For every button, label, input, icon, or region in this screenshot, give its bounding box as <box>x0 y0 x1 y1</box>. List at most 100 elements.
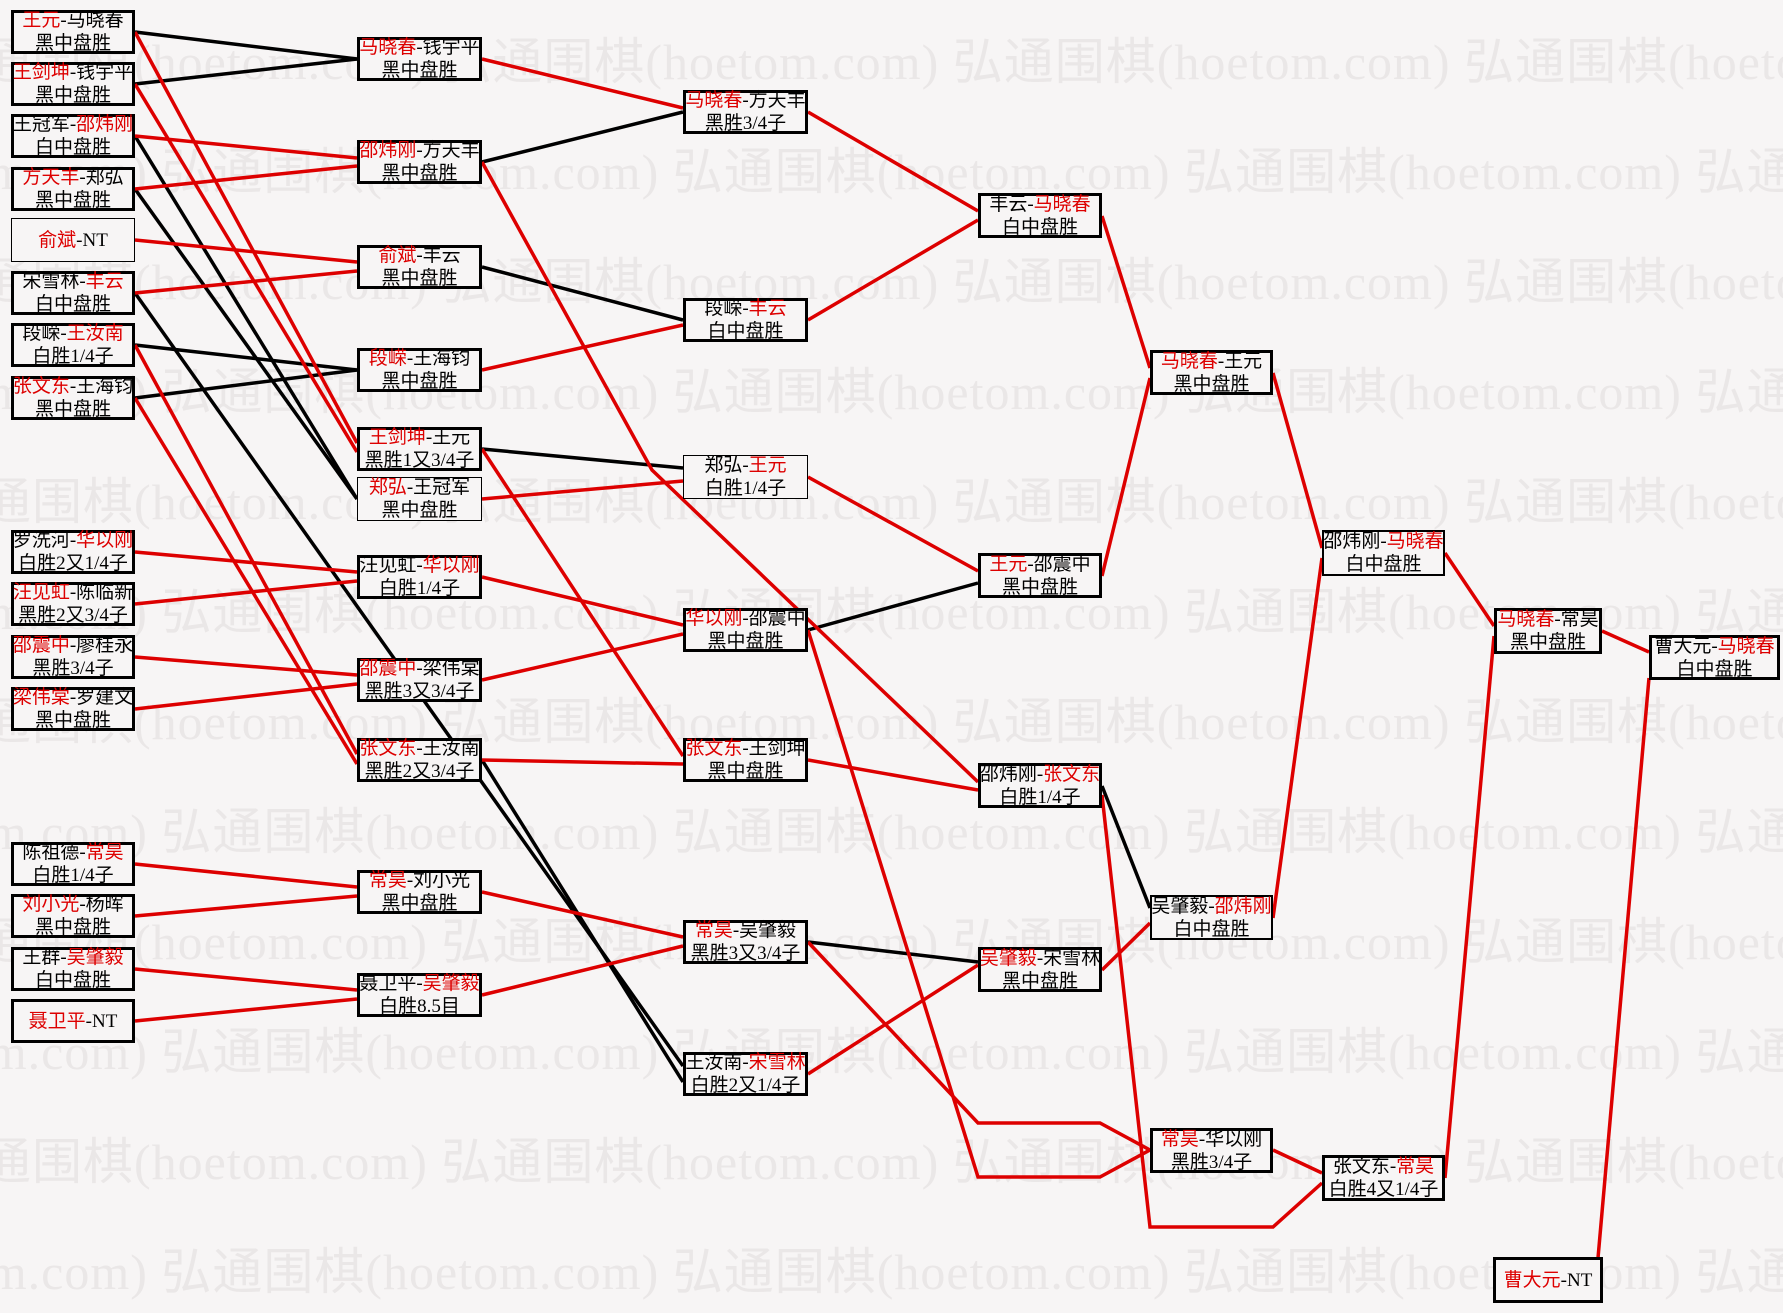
player-name: 汪见虹 <box>359 555 417 576</box>
winner-path-line <box>806 940 1151 1152</box>
winner-path-line <box>134 269 358 295</box>
watermark-text: 弘通围棋(hoetom.com) 弘通围棋(hoetom.com) 弘通围棋(h… <box>0 34 1783 90</box>
player-name: 宋雪林 <box>22 271 80 292</box>
match-players: 马晓春-常昊 <box>1497 608 1598 631</box>
player-name: 钱宇平 <box>76 62 134 83</box>
match-box: 汪见虹-华以刚 白胜1/4子 <box>357 555 482 599</box>
player-name: 郑弘 <box>85 167 124 188</box>
player-name: 曹大元 <box>1503 1269 1561 1291</box>
player-name: 常昊 <box>85 842 124 863</box>
match-box: 段嵘-王海钧 黑中盘胜 <box>357 348 482 392</box>
match-players: 马晓春-王元 <box>1161 350 1262 373</box>
player-name: 罗建文 <box>76 687 134 708</box>
match-box: 陈祖德-常昊 白胜1/4子 <box>11 842 135 886</box>
match-result: 黑中盘胜 <box>707 761 784 782</box>
match-box: 丰云-马晓春 白中盘胜 <box>978 193 1102 238</box>
player-name: 邵炜刚 <box>979 763 1037 785</box>
winner-path-line <box>133 83 359 453</box>
winner-path-line <box>480 448 685 757</box>
match-result: 白中盘胜 <box>1001 216 1078 238</box>
match-players: 马晓春-钱宇平 <box>359 36 479 59</box>
player-name: 张文东 <box>1043 763 1101 785</box>
player-name: 邵震中 <box>1033 553 1091 575</box>
match-players: 汪见虹-华以刚 <box>359 554 479 577</box>
player-name: 梁伟棠 <box>422 658 480 679</box>
match-box: 梁伟棠-罗建文 黑中盘胜 <box>11 687 135 731</box>
match-box: 刘小光-杨晖 黑中盘胜 <box>11 894 135 938</box>
match-result: 白胜1/4子 <box>704 478 787 499</box>
player-name: 聂卫平 <box>28 1010 86 1032</box>
match-players: 陈祖德-常昊 <box>22 841 123 864</box>
loser-path-line <box>807 940 979 964</box>
vs-dash: - <box>69 376 77 397</box>
match-players: 聂卫平-NT <box>29 1010 118 1033</box>
match-box: 马晓春-钱宇平 黑中盘胜 <box>357 37 482 81</box>
match-result: 黑中盘胜 <box>381 163 458 184</box>
vs-dash: - <box>1027 553 1034 575</box>
player-name: 吴肇毅 <box>979 947 1037 969</box>
player-name: 常昊 <box>694 920 733 941</box>
vs-dash: - <box>69 582 77 603</box>
player-name: 王汝南 <box>66 323 124 344</box>
winner-path-line <box>481 890 684 939</box>
player-name: 丰云 <box>85 271 124 292</box>
match-players: 刘小光-杨晖 <box>22 893 123 916</box>
match-box: 俞斌-NT <box>11 218 135 262</box>
match-players: 段嵘-丰云 <box>704 297 786 320</box>
match-players: 常昊-吴肇毅 <box>695 919 796 942</box>
player-name: 华以刚 <box>1205 1128 1263 1150</box>
player-name: 华以刚 <box>76 530 134 551</box>
match-box: 王元-马晓春 黑中盘胜 <box>11 10 135 54</box>
vs-dash: - <box>742 90 749 111</box>
player-name: 马晓春 <box>1033 193 1091 215</box>
match-result: 黑胜3/4子 <box>1170 1151 1253 1173</box>
match-result: 黑中盘胜 <box>381 500 458 521</box>
player-name: 邵炜刚 <box>76 114 134 135</box>
player-name: 马晓春 <box>359 37 417 58</box>
winner-path-line <box>133 397 359 765</box>
player-name: 郑弘 <box>368 477 407 498</box>
match-players: 王冠军-邵炜刚 <box>13 113 133 136</box>
winner-path-line <box>1443 635 1496 1179</box>
match-box: 俞斌-丰云 黑中盘胜 <box>357 245 482 289</box>
match-players: 俞斌-丰云 <box>378 244 460 267</box>
player-name: 邵炜刚 <box>1214 895 1272 917</box>
match-box: 张文东-常昊 白胜4又1/4子 <box>1322 1155 1445 1201</box>
match-result: 白胜1/4子 <box>32 346 114 367</box>
match-result: 白中盘胜 <box>1345 554 1422 575</box>
vs-dash: - <box>425 427 433 448</box>
player-name: 陈祖德 <box>22 842 80 863</box>
player-name: NT <box>1567 1269 1593 1291</box>
winner-path-line <box>133 344 359 755</box>
player-name: 陈临新 <box>76 582 134 603</box>
match-result: 黑胜3又3/4子 <box>690 943 801 964</box>
match-box: 曹大元-NT <box>1493 1257 1603 1303</box>
vs-dash: - <box>1217 350 1225 372</box>
player-name: 王元 <box>1224 350 1263 372</box>
player-name: 王冠军 <box>12 114 70 135</box>
vs-dash: - <box>742 1052 749 1073</box>
loser-path-line <box>133 135 359 500</box>
player-name: 刘小光 <box>413 870 471 891</box>
match-box: 张文东-王汝南 黑胜2又3/4子 <box>357 738 482 782</box>
winner-path-line <box>1271 557 1324 919</box>
loser-path-line <box>1100 785 1152 909</box>
match-box: 段嵘-丰云 白中盘胜 <box>683 298 808 342</box>
winner-path-line <box>807 475 979 573</box>
player-name: 聂卫平 <box>359 973 417 994</box>
loser-path-line <box>134 30 358 61</box>
match-box: 段嵘-王汝南 白胜1/4子 <box>11 323 135 367</box>
player-name: 方天丰 <box>22 167 80 188</box>
match-box: 邵震中-廖桂永 黑胜3/4子 <box>11 635 135 679</box>
vs-dash: - <box>79 842 86 863</box>
match-result: 白中盘胜 <box>1173 918 1250 940</box>
vs-dash: - <box>1380 531 1387 552</box>
player-name: 邵震中 <box>359 658 417 679</box>
vs-dash: - <box>1036 763 1044 785</box>
vs-dash: - <box>69 62 77 83</box>
match-players: 段嵘-王海钧 <box>369 347 470 370</box>
match-result: 黑中盘胜 <box>707 631 784 652</box>
match-box: 吴肇毅-宋雪林 黑中盘胜 <box>978 947 1102 992</box>
player-name: 华以刚 <box>685 608 743 629</box>
match-players: 吴肇毅-宋雪林 <box>980 947 1100 970</box>
